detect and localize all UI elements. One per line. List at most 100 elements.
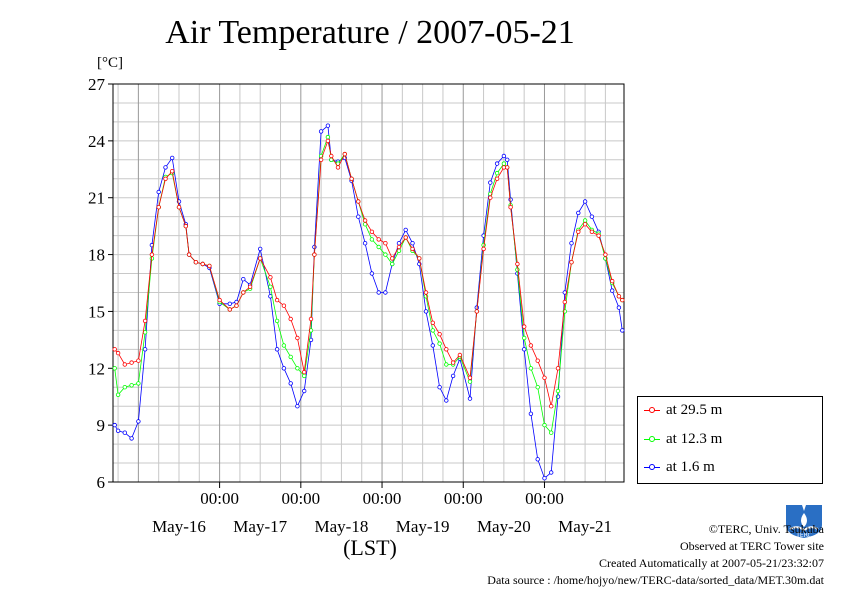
x-tick-label: 00:00 xyxy=(200,489,239,508)
data-point xyxy=(430,328,435,333)
data-point xyxy=(549,470,554,475)
data-point xyxy=(156,189,161,195)
data-point xyxy=(474,309,479,314)
data-point xyxy=(423,309,429,314)
legend-item-29-5m: at 29.5 m xyxy=(644,400,722,420)
date-label: May-17 xyxy=(233,517,287,536)
legend-swatch-12-3m xyxy=(644,429,660,449)
data-point xyxy=(582,218,588,223)
data-point xyxy=(410,240,415,246)
data-point xyxy=(610,278,615,284)
data-point xyxy=(542,476,547,481)
y-tick-label: 15 xyxy=(88,302,105,321)
data-point xyxy=(376,290,381,295)
data-point xyxy=(112,347,117,352)
data-point xyxy=(576,229,581,234)
data-point xyxy=(318,157,324,162)
data-point xyxy=(383,252,388,257)
data-point xyxy=(288,316,293,322)
data-point xyxy=(227,307,232,312)
data-point xyxy=(176,204,182,210)
data-point xyxy=(325,138,331,144)
data-point xyxy=(403,227,408,233)
data-point xyxy=(136,358,141,363)
legend: at 29.5 m at 12.3 m at 1.6 m xyxy=(637,396,823,484)
x-tick-label: 00:00 xyxy=(281,489,320,508)
data-point xyxy=(136,419,141,424)
data-point xyxy=(302,388,307,394)
data-point xyxy=(183,223,188,229)
legend-swatch-1-6m xyxy=(644,457,660,477)
legend-swatch-29-5m xyxy=(644,400,660,420)
logo-text: TERC xyxy=(795,532,812,539)
data-point xyxy=(528,343,534,348)
legend-item-12-3m: at 12.3 m xyxy=(644,429,722,449)
data-point xyxy=(390,256,395,261)
data-point xyxy=(444,362,449,367)
data-point xyxy=(430,343,435,348)
data-point xyxy=(129,436,134,441)
data-point xyxy=(423,290,429,295)
data-point xyxy=(515,267,520,272)
data-point xyxy=(620,328,625,333)
data-point xyxy=(234,303,239,308)
data-point xyxy=(369,237,375,242)
data-point xyxy=(549,404,554,409)
data-point xyxy=(535,358,540,363)
data-point xyxy=(112,366,117,371)
data-point xyxy=(467,396,473,401)
y-tick-label: 27 xyxy=(88,75,106,94)
x-axis-ticks: 00:00 00:00 00:00 00:00 00:00 May-16 May-17 May… xyxy=(152,482,612,536)
data-point xyxy=(494,170,500,176)
data-point xyxy=(376,237,381,242)
data-point xyxy=(302,373,307,379)
series-group xyxy=(112,123,625,481)
data-point xyxy=(444,347,449,352)
data-point xyxy=(501,153,507,159)
data-point xyxy=(274,347,280,352)
data-point xyxy=(312,244,317,250)
date-label: May-20 xyxy=(477,517,531,536)
data-point xyxy=(349,176,354,181)
y-axis-ticks: 6 9 12 15 18 21 24 27 xyxy=(88,75,113,492)
data-point xyxy=(582,221,588,227)
data-point xyxy=(610,288,615,293)
plot-frame xyxy=(112,83,625,483)
data-point xyxy=(122,385,127,390)
data-point xyxy=(582,199,588,204)
data-point xyxy=(281,303,287,308)
data-point xyxy=(505,157,510,162)
data-point xyxy=(169,168,175,174)
data-point xyxy=(522,324,527,329)
data-point xyxy=(589,214,595,219)
data-point xyxy=(616,305,622,310)
data-point xyxy=(200,261,205,267)
data-point xyxy=(576,210,581,216)
data-point xyxy=(156,204,161,210)
data-point xyxy=(142,318,148,324)
data-point xyxy=(437,385,442,390)
date-label: May-21 xyxy=(558,517,612,536)
data-point xyxy=(122,362,127,367)
data-point xyxy=(562,299,567,305)
date-label: May-19 xyxy=(396,517,450,536)
data-point xyxy=(444,398,449,403)
data-point xyxy=(295,335,300,341)
data-point xyxy=(369,271,375,276)
data-point xyxy=(616,294,622,299)
data-point xyxy=(193,260,199,265)
data-point xyxy=(295,404,300,409)
data-point xyxy=(535,457,540,462)
data-point xyxy=(457,352,463,358)
data-point xyxy=(481,246,486,252)
data-point xyxy=(112,422,117,428)
data-point xyxy=(241,277,246,282)
data-point xyxy=(542,422,547,428)
data-point xyxy=(494,161,500,166)
data-point xyxy=(362,218,368,223)
footer-source: Data source : /home/hojyo/new/TERC-data/… xyxy=(487,573,824,587)
data-point xyxy=(467,379,473,384)
data-point xyxy=(488,195,493,200)
series-at-1-6-m xyxy=(112,123,625,481)
data-point xyxy=(335,165,341,170)
